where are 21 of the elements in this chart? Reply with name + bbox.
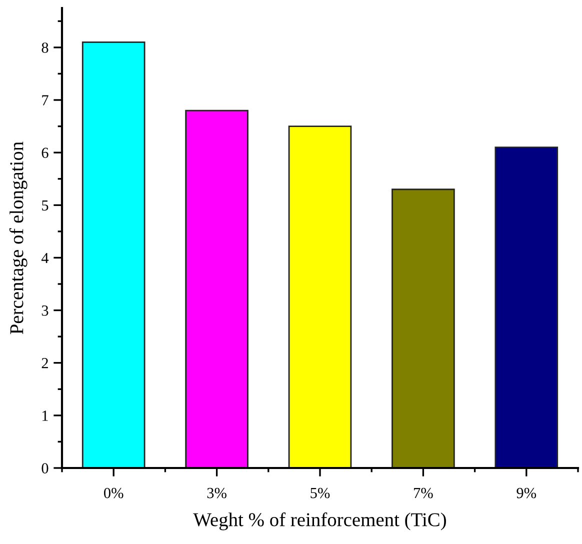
y-tick-label: 2: [42, 358, 48, 368]
x-tick-label: 9%: [516, 488, 536, 498]
x-axis-title: Weght % of reinforcement (TiC): [193, 512, 446, 530]
y-tick-label: 1: [42, 410, 48, 421]
y-tick-label: 3: [42, 305, 48, 316]
x-tick-label: 3%: [207, 488, 226, 498]
x-tick-label: 5%: [310, 488, 330, 498]
y-tick-label: 5: [42, 200, 48, 211]
x-tick-label: 0%: [104, 488, 124, 498]
x-tick-label: 7%: [414, 488, 433, 498]
bar: [185, 110, 248, 468]
y-tick-label: 0: [42, 463, 48, 474]
y-tick-label: 6: [42, 148, 48, 158]
bar: [288, 126, 352, 468]
bar: [82, 41, 146, 468]
bar: [392, 188, 455, 468]
y-tick-label: 8: [42, 42, 48, 53]
y-tick-label: 7: [42, 95, 48, 106]
y-tick-label: 4: [41, 252, 49, 264]
y-axis-title: Percentage of elongation: [9, 142, 28, 334]
bar: [494, 146, 558, 468]
